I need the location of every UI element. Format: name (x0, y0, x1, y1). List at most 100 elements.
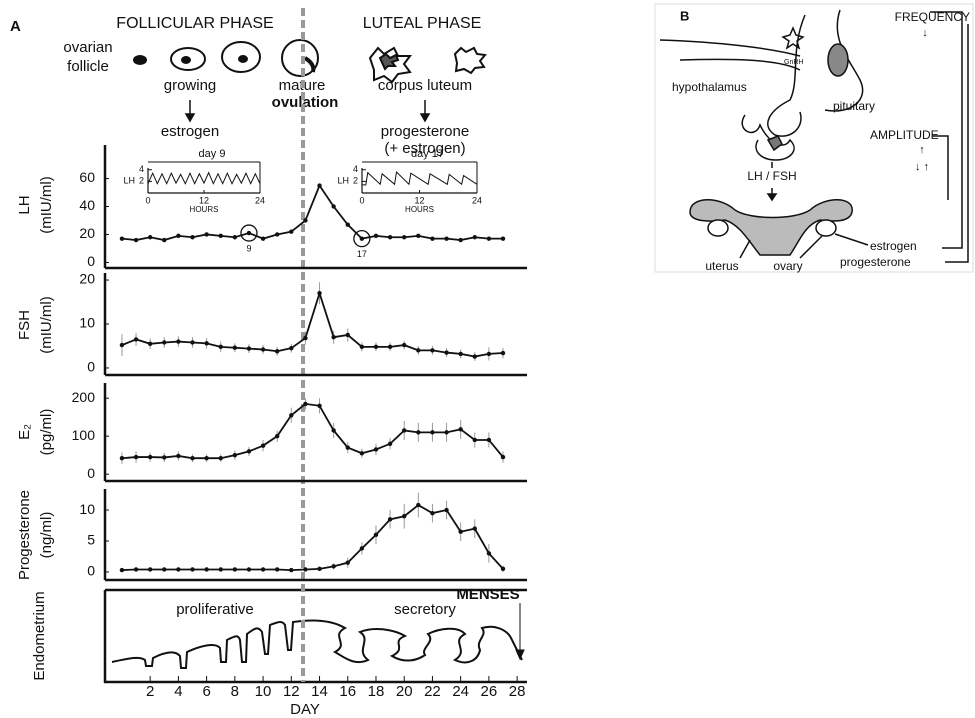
data-point (458, 427, 462, 431)
data-point (247, 231, 251, 235)
data-point (247, 346, 251, 350)
data-point (190, 235, 194, 239)
data-point (402, 343, 406, 347)
data-point (247, 567, 251, 571)
data-point (374, 234, 378, 238)
x-tick-label: 28 (509, 683, 526, 700)
data-point (134, 455, 138, 459)
panel-label: B (680, 8, 689, 23)
x-tick-label: 12 (414, 195, 424, 205)
data-point (176, 339, 180, 343)
y-tick-label: 0 (87, 359, 95, 375)
data-point (444, 508, 448, 512)
stage-label: ovarian (63, 39, 112, 56)
data-point (204, 341, 208, 345)
data-point (430, 430, 434, 434)
data-point (487, 352, 491, 356)
endometrium-frame (104, 590, 527, 683)
data-point (458, 352, 462, 356)
diagram-label: hypothalamus (672, 80, 747, 94)
diagram-label: LH / FSH (747, 169, 796, 183)
data-point (458, 530, 462, 534)
data-point (430, 511, 434, 515)
data-point (430, 348, 434, 352)
y-tick-label: 10 (79, 315, 95, 331)
data-point (360, 546, 364, 550)
diagram-arrow: ↓ ↑ (915, 161, 929, 173)
data-point (374, 447, 378, 451)
data-point (247, 449, 251, 453)
data-point (360, 236, 364, 240)
data-point (374, 533, 378, 537)
y-tick-label: 10 (79, 501, 95, 517)
inset-x-label: HOURS (405, 205, 434, 214)
data-point (261, 347, 265, 351)
data-point (275, 434, 279, 438)
y-tick-label: 200 (72, 389, 96, 405)
data-point (416, 430, 420, 434)
data-point (148, 342, 152, 346)
data-point (204, 232, 208, 236)
data-point (444, 350, 448, 354)
y-axis-label: (pg/ml) (38, 409, 55, 456)
data-point (346, 445, 350, 449)
data-line (148, 173, 260, 184)
y-tick-label: 100 (72, 427, 96, 443)
x-tick-label: 24 (255, 195, 265, 205)
data-point (331, 335, 335, 339)
data-point (444, 430, 448, 434)
phase-label: LUTEAL PHASE (363, 15, 482, 32)
x-tick-label: 0 (359, 195, 364, 205)
y-tick-label: 0 (87, 253, 95, 269)
x-tick-label: 6 (202, 683, 210, 700)
x-axis-label: DAY (290, 701, 320, 718)
phase-label: proliferative (176, 601, 254, 618)
data-point (289, 413, 293, 417)
x-tick-label: 2 (146, 683, 154, 700)
y-tick-label: 4 (353, 164, 358, 174)
data-point (402, 235, 406, 239)
diagram-label: ovary (773, 259, 802, 273)
menses-arrow (516, 603, 524, 659)
data-point (120, 568, 124, 572)
data-point (317, 404, 321, 408)
data-point (416, 234, 420, 238)
data-point (388, 235, 392, 239)
figure: A FOLLICULAR PHASE LUTEAL PHASE ovarian … (0, 0, 975, 718)
data-point (416, 348, 420, 352)
data-point (317, 291, 321, 295)
data-point (162, 455, 166, 459)
data-point (473, 438, 477, 442)
data-point (190, 340, 194, 344)
follicle-icons (134, 40, 485, 82)
diagram-arrow: ↑ (919, 144, 925, 156)
data-point (501, 567, 505, 571)
data-point (317, 567, 321, 571)
data-point (388, 345, 392, 349)
data-point (444, 236, 448, 240)
data-point (402, 514, 406, 518)
diagram-label: FREQUENCY (895, 10, 970, 24)
data-point (303, 567, 307, 571)
y-axis-label: Endometrium (31, 591, 48, 680)
phase-label: FOLLICULAR PHASE (116, 15, 273, 32)
y-tick-label: 2 (139, 176, 144, 186)
data-point (233, 235, 237, 239)
data-line (122, 505, 503, 570)
data-point (473, 354, 477, 358)
data-point (289, 568, 293, 572)
data-point (275, 567, 279, 571)
data-point (331, 564, 335, 568)
data-point (233, 346, 237, 350)
data-point (487, 236, 491, 240)
x-tick-label: 12 (283, 683, 300, 700)
data-point (219, 456, 223, 460)
y-axis-label: (mIU/ml) (38, 296, 55, 353)
inset-x-label: HOURS (190, 205, 219, 214)
y-axis-label: E₂ (16, 424, 33, 440)
phase-label: secretory (394, 601, 456, 618)
x-tick-label: 20 (396, 683, 413, 700)
data-point (303, 218, 307, 222)
data-point (374, 345, 378, 349)
data-point (176, 567, 180, 571)
